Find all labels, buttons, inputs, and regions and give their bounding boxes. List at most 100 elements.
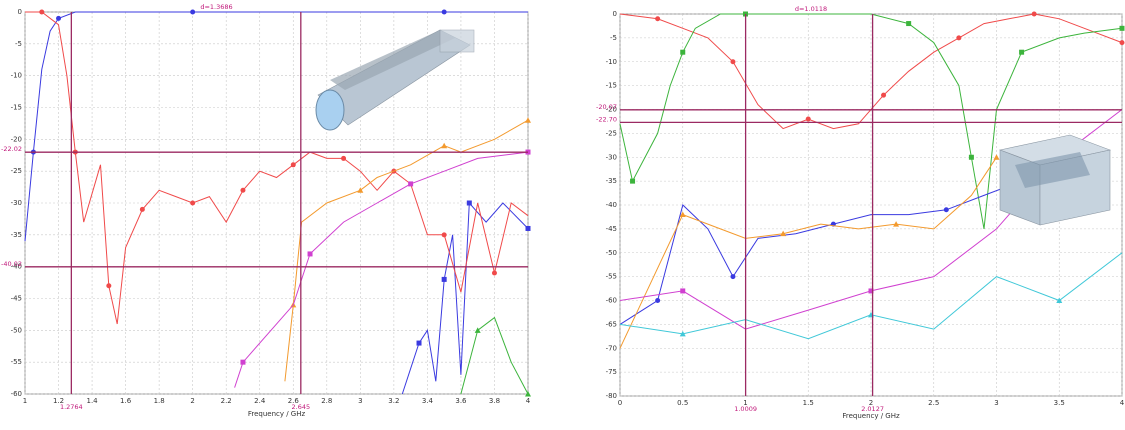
x-tick-label: 3.8: [489, 397, 500, 405]
point: [956, 35, 961, 40]
inset-model-coax: [316, 30, 474, 130]
point: [106, 283, 111, 288]
x-tick-label: 2.2: [221, 397, 232, 405]
point: [526, 226, 531, 231]
marker-label: 1.2764: [60, 403, 83, 411]
point: [308, 251, 313, 256]
marker-label: 1.0009: [734, 405, 757, 413]
marker-label: -22.02: [1, 145, 22, 153]
x-tick-label: 0.5: [677, 399, 688, 407]
y-tick-label: -50: [11, 326, 22, 334]
point: [492, 271, 497, 276]
x-tick-label: 3.2: [388, 397, 399, 405]
point: [994, 154, 1000, 160]
point: [441, 143, 447, 149]
point: [680, 288, 685, 293]
y-tick-label: -25: [11, 167, 22, 175]
x-tick-label: 3.6: [455, 397, 467, 405]
y-tick-label: -75: [606, 368, 617, 376]
y-tick-label: -40: [606, 201, 617, 209]
series-line: [235, 152, 528, 388]
point: [906, 21, 911, 26]
y-tick-label: 0: [18, 8, 22, 16]
point: [881, 93, 886, 98]
screenshot: 11.21.41.61.822.22.42.62.833.23.43.63.84…: [0, 0, 1125, 430]
point: [240, 188, 245, 193]
x-tick-label: 2.4: [254, 397, 266, 405]
y-tick-label: -5: [610, 34, 617, 42]
chart-title: d=1.3686: [200, 3, 232, 11]
y-tick-label: -45: [11, 295, 22, 303]
point: [655, 298, 660, 303]
y-tick-label: 0: [613, 10, 617, 18]
y-tick-label: -30: [606, 153, 617, 161]
x-tick-label: 1.8: [154, 397, 165, 405]
x-tick-label: 3: [994, 399, 998, 407]
point: [190, 10, 195, 15]
y-tick-label: -70: [606, 344, 617, 352]
y-tick-label: -10: [11, 72, 22, 80]
y-tick-label: -80: [606, 392, 617, 400]
y-tick-label: -65: [606, 320, 617, 328]
marker-label: -40.02: [1, 260, 22, 268]
x-tick-label: 1.4: [86, 397, 98, 405]
y-tick-label: -50: [606, 249, 617, 257]
point: [655, 16, 660, 21]
marker-label: 2.0127: [861, 405, 884, 413]
point: [341, 156, 346, 161]
x-tick-label: 3.4: [422, 397, 434, 405]
inset-model-block: [1000, 135, 1110, 225]
y-tick-label: -5: [15, 40, 22, 48]
point: [730, 274, 735, 279]
y-tick-label: -20: [11, 135, 22, 143]
y-tick-label: -55: [606, 273, 617, 281]
x-tick-label: 2: [190, 397, 194, 405]
marker-label: -20.07: [596, 103, 617, 111]
point: [442, 277, 447, 282]
point: [140, 207, 145, 212]
y-tick-label: -25: [606, 129, 617, 137]
y-tick-label: -30: [11, 199, 22, 207]
y-tick-label: -15: [11, 104, 22, 112]
point: [442, 10, 447, 15]
x-tick-label: 4: [1120, 399, 1125, 407]
y-tick-label: -55: [11, 358, 22, 366]
point: [56, 16, 61, 21]
point: [39, 10, 44, 15]
y-tick-label: -45: [606, 225, 617, 233]
point: [969, 155, 974, 160]
x-tick-label: 1.6: [120, 397, 132, 405]
x-axis-label: Frequency / GHz: [842, 412, 900, 420]
y-tick-label: -60: [606, 297, 617, 305]
point: [893, 221, 899, 227]
y-tick-label: -15: [606, 82, 617, 90]
marker-label: -22.70: [596, 115, 617, 123]
x-tick-label: 1.5: [803, 399, 814, 407]
x-tick-label: 1: [23, 397, 27, 405]
point: [806, 117, 811, 122]
point: [1120, 40, 1125, 45]
y-tick-label: -10: [606, 58, 617, 66]
y-tick-label: -60: [11, 390, 22, 398]
x-tick-label: 4: [526, 397, 531, 405]
point: [1032, 12, 1037, 17]
point: [525, 117, 531, 123]
point: [190, 201, 195, 206]
point: [467, 201, 472, 206]
point: [1019, 50, 1024, 55]
marker-label: 2.645: [292, 403, 311, 411]
x-tick-label: 3.5: [1054, 399, 1065, 407]
point: [680, 50, 685, 55]
x-axis-label: Frequency / GHz: [248, 410, 306, 418]
point: [240, 360, 245, 365]
point: [944, 207, 949, 212]
point: [408, 181, 413, 186]
point: [291, 162, 296, 167]
point: [730, 59, 735, 64]
chart-title: d=1.0118: [795, 5, 827, 13]
point: [417, 341, 422, 346]
x-tick-label: 2.8: [321, 397, 332, 405]
x-tick-label: 0: [618, 399, 622, 407]
y-tick-label: -35: [606, 177, 617, 185]
point: [442, 232, 447, 237]
